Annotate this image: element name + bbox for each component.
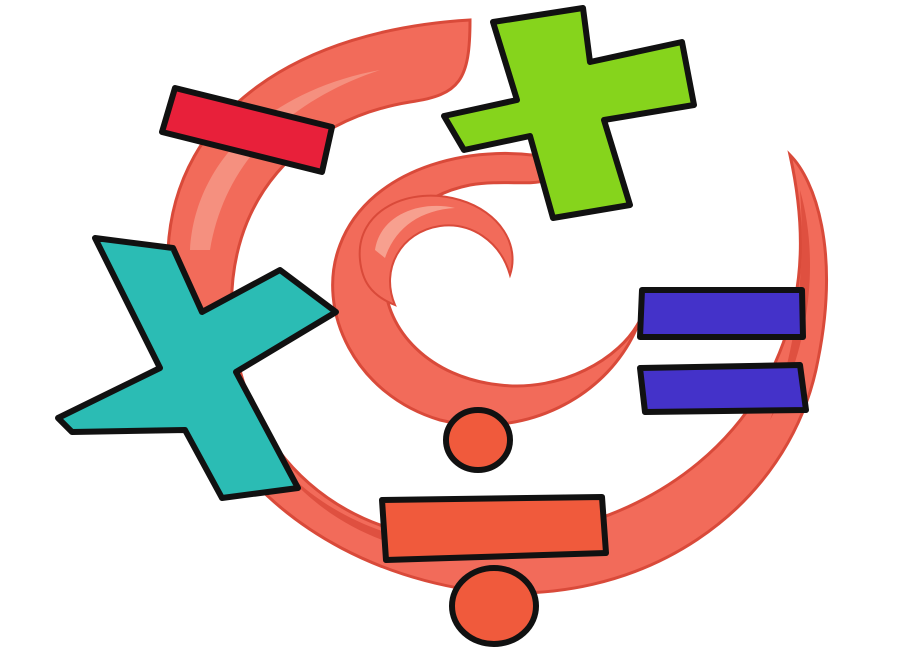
- equals-icon: [637, 287, 809, 415]
- multiply-shape: [55, 235, 339, 501]
- plus-icon: [441, 5, 697, 221]
- spiral-highlight: [375, 205, 455, 258]
- equals-top-bar: [637, 287, 806, 340]
- plus-shape: [441, 5, 697, 221]
- divide-bottom-dot: [449, 565, 539, 647]
- minus-icon: [159, 85, 335, 175]
- divide-top-dot: [443, 407, 513, 473]
- equals-bottom-bar: [637, 362, 809, 415]
- spiral-highlight-outer: [190, 70, 380, 250]
- minus-bar: [159, 85, 335, 175]
- multiply-icon: [55, 235, 339, 501]
- divide-bar: [379, 494, 609, 563]
- divide-icon: [379, 407, 609, 647]
